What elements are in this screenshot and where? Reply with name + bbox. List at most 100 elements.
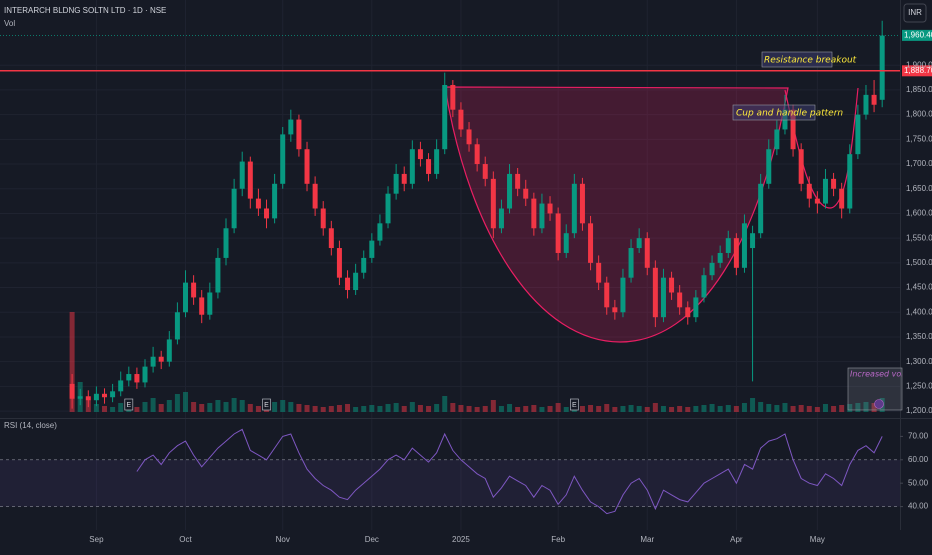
- candle-body: [191, 282, 197, 298]
- candle-body: [677, 292, 683, 308]
- candle-body: [110, 391, 116, 398]
- volume-bar: [814, 407, 820, 412]
- candle-body: [693, 297, 699, 318]
- volume-bar: [434, 404, 440, 412]
- volume-bar: [191, 402, 197, 412]
- candle-body: [158, 356, 164, 362]
- candle-body: [669, 277, 675, 293]
- candle-body: [750, 233, 756, 249]
- candle-body: [555, 213, 561, 253]
- candle-body: [247, 161, 253, 199]
- annotation: Cup and handle pattern: [736, 109, 843, 119]
- candle-body: [288, 119, 294, 135]
- candle-body: [466, 129, 472, 145]
- handle-shape: [784, 87, 859, 209]
- rsi-line: [136, 428, 883, 515]
- candle-body: [77, 396, 83, 399]
- event-label: E: [264, 402, 269, 409]
- volume-bar: [547, 406, 553, 412]
- candle-body: [409, 149, 415, 184]
- candle-body: [426, 159, 432, 174]
- volume-bar: [701, 405, 707, 412]
- candle-body: [377, 223, 383, 241]
- volume-bar: [134, 407, 140, 412]
- volume-bar: [150, 398, 156, 412]
- volume-bar: [725, 405, 731, 412]
- candle-body: [709, 262, 715, 276]
- annotation: Increased volume at: [850, 370, 932, 379]
- volume-bar: [685, 407, 691, 412]
- candle-body: [847, 154, 853, 209]
- x-tick-label: May: [810, 535, 825, 544]
- volume-bar: [717, 406, 723, 412]
- candles: [69, 20, 885, 409]
- event-marker: [262, 398, 271, 411]
- candle-body: [183, 282, 189, 313]
- volume-bar: [215, 400, 221, 412]
- currency-button[interactable]: [903, 3, 927, 23]
- volume-bar: [579, 406, 585, 412]
- candle-body: [223, 228, 229, 258]
- y-tick-label: 1,250.00: [906, 381, 932, 390]
- candle-body: [150, 356, 156, 367]
- event-marker: [569, 398, 579, 411]
- volume-bar: [450, 403, 456, 412]
- y-tick-label: 1,350.00: [906, 332, 932, 341]
- x-tick-label: Oct: [179, 535, 192, 544]
- volume-bar: [458, 405, 464, 412]
- volume-bar: [280, 400, 286, 412]
- y-tick-label: 1,800.00: [906, 110, 932, 119]
- volume-bar: [304, 405, 310, 412]
- candle-body: [604, 282, 610, 308]
- y-tick-label: 1,300.00: [906, 357, 932, 366]
- volume-bar: [93, 404, 99, 412]
- volume-bar: [110, 407, 116, 412]
- volume-bar: [806, 406, 812, 412]
- candle-body: [231, 188, 237, 229]
- y-tick-label: 1,650.00: [906, 184, 932, 193]
- volume-bar: [69, 312, 75, 412]
- volume-bar: [482, 406, 488, 412]
- event-label: E: [572, 402, 577, 409]
- alert-icon[interactable]: [874, 399, 884, 409]
- candle-body: [879, 35, 885, 100]
- candle-body: [498, 208, 504, 229]
- x-tick-label: Sep: [89, 535, 104, 544]
- candle-body: [320, 208, 326, 229]
- volume-bar: [523, 406, 529, 412]
- candle-body: [393, 173, 399, 194]
- volume-bar: [490, 400, 496, 412]
- currency-label[interactable]: INR: [908, 8, 922, 17]
- price-tag-label: 1,888.70: [904, 66, 932, 75]
- candle-body: [579, 183, 585, 224]
- volume-bar: [596, 406, 602, 412]
- candle-body: [118, 380, 124, 392]
- x-tick-label: Apr: [730, 535, 743, 544]
- volume-bar: [183, 392, 189, 412]
- candle-body: [255, 198, 261, 209]
- x-tick-label: Mar: [640, 535, 654, 544]
- candle-body: [822, 178, 828, 204]
- y-tick-label: 1,900.00: [906, 60, 932, 69]
- candle-body: [620, 277, 626, 313]
- volume-bar: [174, 394, 180, 412]
- volume-bar: [353, 407, 359, 412]
- candle-body: [531, 198, 537, 229]
- volume-bar: [539, 407, 545, 412]
- candle-body: [336, 248, 342, 278]
- candle-body: [628, 248, 634, 278]
- volume-bar: [774, 405, 780, 412]
- candle-body: [798, 149, 804, 184]
- candle-body: [328, 228, 334, 249]
- volume-bar: [507, 404, 513, 412]
- candle-body: [741, 223, 747, 268]
- volume-bar: [733, 406, 739, 412]
- volume-bar: [426, 406, 432, 412]
- candle-body: [766, 149, 772, 184]
- candle-body: [345, 277, 351, 291]
- volume-bar: [798, 405, 804, 412]
- candle-body: [644, 238, 650, 268]
- candle-body: [571, 183, 577, 234]
- candle-body: [134, 374, 140, 383]
- volume-bar: [636, 406, 642, 412]
